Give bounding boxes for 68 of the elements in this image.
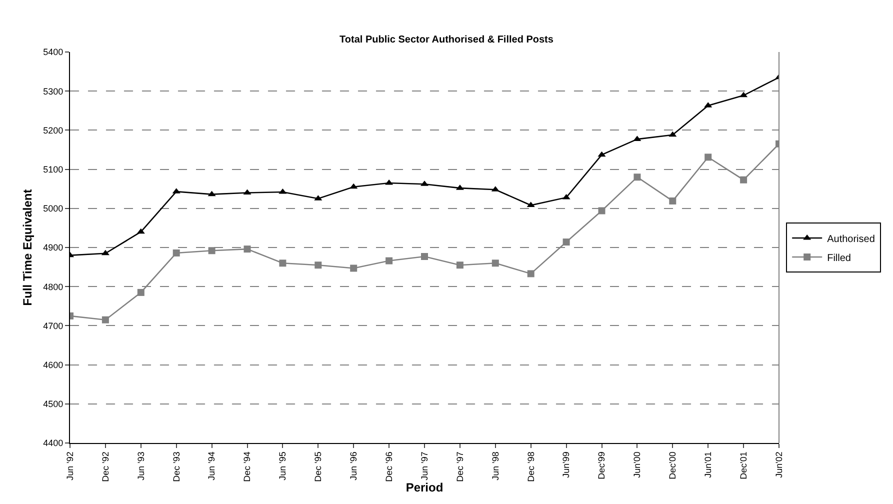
- x-tick-label: Jun'01: [703, 452, 714, 478]
- point: [208, 247, 216, 254]
- point: [102, 316, 109, 324]
- point: [562, 238, 570, 246]
- y-axis-title: Full Time Equivalent: [20, 189, 34, 306]
- y-tick-label: 4500: [43, 399, 64, 410]
- point: [136, 228, 145, 234]
- point: [314, 262, 322, 269]
- point: [278, 188, 287, 194]
- legend-label: Authorised: [827, 234, 875, 245]
- point: [244, 246, 251, 253]
- y-tick-label: 5400: [43, 47, 64, 58]
- x-tick-label: Jun '93: [136, 452, 146, 480]
- point: [740, 92, 748, 98]
- x-tick-label: Jun '92: [64, 452, 75, 480]
- x-tick-label: Jun '95: [278, 452, 288, 480]
- y-tick-label: 4700: [43, 320, 64, 331]
- y-tick-label: 5100: [43, 164, 64, 174]
- y-tick-label: 5300: [43, 86, 64, 96]
- x-tick-label: Jun '98: [490, 452, 500, 480]
- point: [562, 194, 570, 200]
- point: [526, 202, 535, 208]
- x-tick-label: Dec '94: [242, 452, 252, 482]
- point: [598, 207, 606, 214]
- chart-title: Total Public Sector Authorised & Filled Posts: [340, 34, 554, 46]
- y-tick-label: 4900: [43, 242, 64, 253]
- x-tick-label: Dec '93: [171, 452, 182, 482]
- x-tick-label: Jun'02: [774, 452, 784, 478]
- point: [456, 262, 464, 269]
- x-axis-title: Period: [406, 480, 444, 495]
- x-tick-label: Dec'00: [668, 452, 678, 480]
- point: [386, 257, 393, 264]
- y-tick-label: 5000: [43, 204, 64, 214]
- x-tick-label: Jun '94: [206, 452, 217, 480]
- point: [279, 260, 286, 267]
- x-tick-label: Dec '95: [313, 452, 324, 482]
- point: [704, 154, 712, 161]
- point: [243, 189, 252, 195]
- point: [421, 252, 428, 260]
- point: [668, 131, 677, 137]
- x-tick-label: Dec'01: [738, 452, 748, 480]
- point: [101, 250, 110, 256]
- x-tick-label: Jun'00: [632, 452, 642, 478]
- x-tick-label: Dec '92: [100, 452, 110, 482]
- point: [385, 179, 394, 185]
- x-tick-label: Dec '97: [454, 452, 465, 482]
- y-tick-label: 4800: [43, 282, 64, 292]
- x-tick-label: Dec '96: [384, 452, 394, 482]
- point: [172, 249, 180, 256]
- y-tick-label: 4400: [43, 438, 64, 448]
- x-tick-label: Jun '97: [419, 452, 430, 480]
- x-tick-label: Jun '96: [348, 452, 359, 480]
- point: [350, 183, 358, 189]
- point: [208, 190, 216, 196]
- point: [669, 197, 676, 204]
- point: [492, 260, 499, 267]
- x-tick-label: Jun'99: [561, 452, 572, 478]
- x-tick-label: Dec'99: [596, 452, 607, 480]
- legend-label: Filled: [827, 252, 851, 264]
- point: [137, 288, 144, 296]
- point: [634, 174, 641, 181]
- y-tick-label: 4600: [43, 360, 64, 370]
- y-tick-label: 5200: [43, 125, 64, 136]
- point: [740, 176, 748, 184]
- point: [350, 264, 358, 272]
- point: [598, 151, 606, 157]
- x-tick-label: Dec '98: [526, 452, 536, 482]
- point: [527, 270, 534, 278]
